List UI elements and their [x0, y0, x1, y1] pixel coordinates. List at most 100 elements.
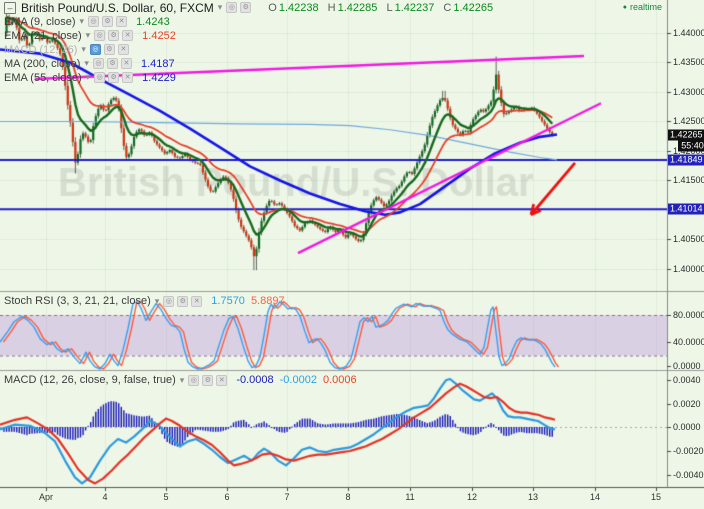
collapse-pane-icon[interactable]: – [4, 1, 16, 14]
price-axis-label: 0.0000 [673, 422, 701, 432]
stoch-d-value: 5.8897 [250, 295, 285, 307]
price-axis-label: 1.43000 [673, 87, 704, 97]
indicator-value: 1.4187 [140, 57, 175, 70]
high-value: 1.42285 [337, 1, 378, 14]
chevron-down-icon[interactable]: ▾ [81, 44, 86, 54]
macd-signal-value: 0.0006 [322, 374, 357, 386]
indicator-label[interactable]: Stoch RSI (3, 3, 21, 21, close) [4, 295, 151, 307]
gear-icon[interactable]: ⚙ [103, 44, 115, 55]
indicator-label[interactable]: EMA (21, close) [4, 29, 82, 42]
eye-icon[interactable]: ◎ [89, 44, 101, 55]
close-icon[interactable]: ✕ [122, 72, 134, 83]
indicator-value: 1.4229 [142, 71, 176, 84]
legend-row-ma200: MA (200, close) ▾ ◎ ⚙ ✕ 1.4187 [4, 57, 175, 70]
legend-row-ema9: EMA (9, close) ▾ ◎ ⚙ ✕ 1.4243 [4, 15, 170, 28]
bar-countdown-badge: 55:40 [678, 140, 704, 152]
close-label: C [443, 1, 452, 14]
close-icon[interactable]: ✕ [122, 30, 134, 41]
level-price-badge: 1.41014 [668, 203, 704, 215]
symbol-title[interactable]: British Pound/U.S. Dollar, 60, FXCM [21, 0, 214, 15]
ohlc-values: O 1.42238 H 1.42285 L 1.42237 C 1.42265 [262, 2, 493, 14]
realtime-dot-icon: ● [622, 3, 627, 11]
gear-icon[interactable]: ⚙ [106, 58, 118, 69]
time-axis-label: 6 [224, 492, 230, 502]
price-axis-label: -0.0020 [673, 446, 704, 456]
close-icon[interactable]: ✕ [117, 44, 129, 55]
time-axis-label: 7 [284, 492, 290, 502]
time-axis-label: 11 [405, 492, 415, 502]
stoch-legend-row: Stoch RSI (3, 3, 21, 21, close) ▾ ◎ ⚙ ✕ … [4, 295, 285, 307]
eye-icon[interactable]: ◎ [163, 295, 175, 307]
high-label: H [327, 1, 336, 14]
macd-line-value: -0.0002 [279, 374, 317, 386]
price-axis-label: 40.0000 [673, 337, 704, 347]
price-axis-label: 0.0020 [673, 399, 701, 409]
chevron-down-icon[interactable]: ▾ [85, 30, 91, 40]
price-axis-label: 0.0000 [673, 361, 701, 371]
chevron-down-icon[interactable]: ▾ [79, 16, 85, 26]
price-axis-label: 1.43500 [673, 57, 704, 67]
legend-row-ema55: EMA (55, close) ▾ ◎ ⚙ ✕ 1.4229 [4, 71, 176, 84]
time-axis-label: 5 [163, 492, 169, 502]
indicator-value: 1.4243 [136, 15, 170, 28]
close-icon[interactable]: ✕ [116, 16, 128, 27]
price-axis-label: 1.44000 [673, 28, 704, 38]
gear-icon[interactable]: ⚙ [102, 16, 114, 27]
low-value: 1.42237 [394, 1, 435, 14]
stoch-k-value: 1.7570 [211, 295, 245, 307]
time-axis-label: 14 [589, 492, 601, 502]
gear-icon[interactable]: ⚙ [177, 295, 189, 307]
time-axis-label: Apr [38, 492, 54, 502]
macd-legend-row: MACD (12, 26, close, 9, false, true) ▾ ◎… [4, 374, 357, 386]
close-icon[interactable]: ✕ [120, 58, 132, 69]
gear-icon[interactable]: ⚙ [108, 30, 120, 41]
eye-icon[interactable]: ◎ [94, 30, 106, 41]
low-label: L [386, 1, 393, 14]
last-price-badge: 1.42265 [668, 129, 704, 141]
realtime-badge: ● realtime [623, 2, 662, 12]
eye-icon[interactable]: ◎ [94, 72, 106, 83]
price-axis-label: 0.0040 [673, 375, 701, 385]
indicator-label[interactable]: EMA (55, close) [4, 71, 82, 84]
chevron-down-icon[interactable]: ▾ [217, 2, 223, 12]
chevron-down-icon[interactable]: ▾ [154, 295, 160, 306]
indicator-label[interactable]: MACD (12, 26, close, 9, false, true) [4, 374, 176, 386]
close-icon[interactable]: ✕ [191, 295, 203, 307]
time-axis-label: 13 [527, 492, 539, 502]
legend-row-ema21: EMA (21, close) ▾ ◎ ⚙ ✕ 1.4252 [4, 29, 176, 42]
indicator-label[interactable]: EMA (9, close) [4, 15, 76, 28]
price-axis-label: 80.0000 [673, 310, 704, 320]
eye-icon[interactable]: ◎ [92, 58, 104, 69]
legend-row-hidden-macd: MACD (12, 26) ▾ ◎ ⚙ ✕ [4, 43, 132, 56]
price-axis-label: 1.41500 [673, 175, 704, 185]
chevron-down-icon[interactable]: ▾ [84, 58, 89, 68]
gear-icon[interactable]: ⚙ [108, 72, 120, 83]
indicator-label[interactable]: MA (200, close) [4, 57, 81, 70]
chevron-down-icon[interactable]: ▾ [85, 72, 91, 82]
time-axis-label: 4 [102, 492, 108, 502]
open-label: O [268, 1, 277, 14]
close-value: 1.42265 [453, 1, 494, 14]
gear-icon[interactable]: ⚙ [240, 2, 252, 13]
chevron-down-icon[interactable]: ▾ [179, 374, 185, 385]
indicator-label[interactable]: MACD (12, 26) [4, 43, 78, 56]
price-axis-label: 1.40500 [673, 234, 704, 244]
indicator-value: 1.4252 [142, 29, 176, 42]
time-axis-label: 8 [345, 492, 351, 502]
time-axis-label: 15 [650, 492, 662, 502]
eye-icon[interactable]: ◎ [88, 16, 100, 27]
time-axis-label: 12 [466, 492, 478, 502]
symbol-legend-row: – British Pound/U.S. Dollar, 60, FXCM ▾ … [4, 0, 493, 15]
price-axis-label: 1.42500 [673, 116, 704, 126]
eye-icon[interactable]: ◎ [226, 2, 238, 13]
macd-hist-value: -0.0008 [236, 374, 274, 386]
price-axis-label: 1.40000 [673, 264, 704, 274]
level-price-badge: 1.41849 [668, 154, 704, 166]
gear-icon[interactable]: ⚙ [202, 374, 214, 386]
open-value: 1.42238 [278, 1, 319, 14]
eye-icon[interactable]: ◎ [188, 374, 200, 386]
price-axis-label: -0.0040 [673, 470, 704, 480]
close-icon[interactable]: ✕ [216, 374, 228, 386]
